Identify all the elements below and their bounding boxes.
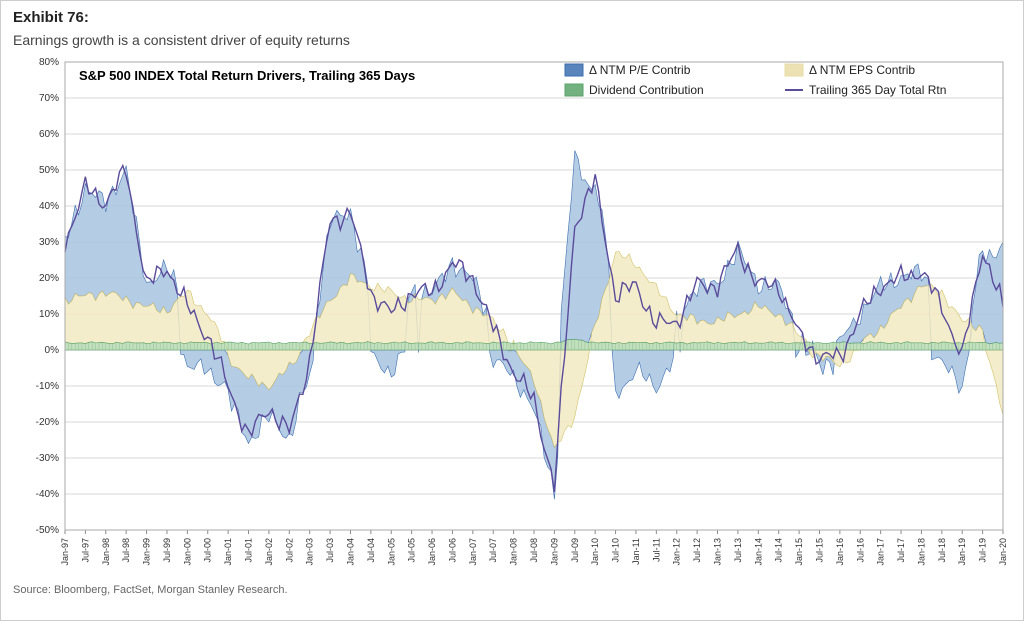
svg-text:Jul-07: Jul-07	[488, 538, 498, 563]
svg-text:-10%: -10%	[36, 381, 59, 392]
svg-text:Jul-09: Jul-09	[570, 538, 580, 563]
svg-text:Jan-00: Jan-00	[182, 538, 192, 566]
svg-text:-30%: -30%	[36, 453, 59, 464]
svg-text:Δ NTM EPS Contrib: Δ NTM EPS Contrib	[809, 63, 915, 77]
svg-text:Jul-03: Jul-03	[325, 538, 335, 563]
svg-text:Jan-18: Jan-18	[916, 538, 926, 566]
svg-text:Jan-05: Jan-05	[386, 538, 396, 566]
svg-text:Jan-03: Jan-03	[305, 538, 315, 566]
svg-text:-20%: -20%	[36, 417, 59, 428]
svg-text:Jan-14: Jan-14	[753, 538, 763, 566]
svg-text:Jan-10: Jan-10	[590, 538, 600, 566]
exhibit-subtitle: Earnings growth is a consistent driver o…	[13, 32, 1011, 48]
svg-text:Trailing 365 Day Total Rtn: Trailing 365 Day Total Rtn	[809, 83, 946, 97]
svg-text:Jul-14: Jul-14	[774, 538, 784, 563]
svg-text:Jul-98: Jul-98	[121, 538, 131, 563]
svg-text:Jan-15: Jan-15	[794, 538, 804, 566]
return-drivers-chart: -50% -40% -30% -20% -10% 0% 10% 20% 30% 40% 50% 60%…	[13, 52, 1013, 582]
svg-text:-50%: -50%	[36, 525, 59, 536]
svg-text:Jul-10: Jul-10	[611, 538, 621, 563]
svg-text:30%: 30%	[39, 237, 59, 248]
svg-text:Jul-16: Jul-16	[855, 538, 865, 563]
svg-text:Jan-02: Jan-02	[264, 538, 274, 566]
svg-text:S&P 500 INDEX Total Return Dri: S&P 500 INDEX Total Return Drivers, Trai…	[79, 68, 415, 83]
svg-text:Jul-17: Jul-17	[896, 538, 906, 563]
svg-text:Jan-11: Jan-11	[631, 538, 641, 565]
svg-text:20%: 20%	[39, 273, 59, 284]
svg-text:Jan-99: Jan-99	[142, 538, 152, 566]
svg-text:Jan-06: Jan-06	[427, 538, 437, 566]
svg-text:Δ NTM P/E Contrib: Δ NTM P/E Contrib	[589, 63, 691, 77]
svg-text:Jul-11: Jul-11	[651, 538, 661, 562]
svg-text:Jul-13: Jul-13	[733, 538, 743, 563]
svg-text:-40%: -40%	[36, 489, 59, 500]
svg-text:Jul-01: Jul-01	[244, 538, 254, 563]
svg-text:Jul-06: Jul-06	[447, 538, 457, 563]
svg-text:Jul-12: Jul-12	[692, 538, 702, 563]
svg-text:Jul-05: Jul-05	[407, 538, 417, 563]
svg-text:Jan-07: Jan-07	[468, 538, 478, 566]
source-note: Source: Bloomberg, FactSet, Morgan Stanl…	[13, 584, 1011, 596]
svg-text:Jan-08: Jan-08	[509, 538, 519, 566]
svg-text:80%: 80%	[39, 57, 59, 68]
svg-text:Jan-16: Jan-16	[835, 538, 845, 566]
svg-text:Jul-99: Jul-99	[162, 538, 172, 563]
svg-text:Jan-19: Jan-19	[957, 538, 967, 566]
svg-text:60%: 60%	[39, 129, 59, 140]
exhibit-frame: Exhibit 76: Earnings growth is a consist…	[0, 0, 1024, 621]
svg-text:Jul-15: Jul-15	[814, 538, 824, 563]
svg-text:Jan-01: Jan-01	[223, 538, 233, 566]
svg-text:Jan-09: Jan-09	[549, 538, 559, 566]
svg-text:10%: 10%	[39, 309, 59, 320]
svg-text:Dividend Contribution: Dividend Contribution	[589, 83, 704, 97]
svg-text:50%: 50%	[39, 165, 59, 176]
svg-text:70%: 70%	[39, 93, 59, 104]
svg-text:Jan-04: Jan-04	[345, 538, 355, 566]
svg-text:Jul-08: Jul-08	[529, 538, 539, 563]
svg-text:Jan-13: Jan-13	[713, 538, 723, 566]
exhibit-label: Exhibit 76:	[13, 9, 1011, 26]
svg-text:40%: 40%	[39, 201, 59, 212]
svg-text:Jul-04: Jul-04	[366, 538, 376, 563]
svg-text:Jul-19: Jul-19	[978, 538, 988, 563]
svg-text:Jan-17: Jan-17	[876, 538, 886, 566]
svg-text:Jan-12: Jan-12	[672, 538, 682, 566]
svg-text:Jul-02: Jul-02	[284, 538, 294, 563]
svg-text:Jul-97: Jul-97	[80, 538, 90, 563]
svg-text:Jan-97: Jan-97	[60, 538, 70, 566]
chart-container: -50% -40% -30% -20% -10% 0% 10% 20% 30% 40% 50% 60%…	[13, 52, 1013, 582]
svg-text:0%: 0%	[45, 345, 60, 356]
svg-text:Jan-20: Jan-20	[998, 538, 1008, 566]
svg-text:Jan-98: Jan-98	[101, 538, 111, 566]
svg-text:Jul-18: Jul-18	[937, 538, 947, 563]
svg-text:Jul-00: Jul-00	[203, 538, 213, 563]
